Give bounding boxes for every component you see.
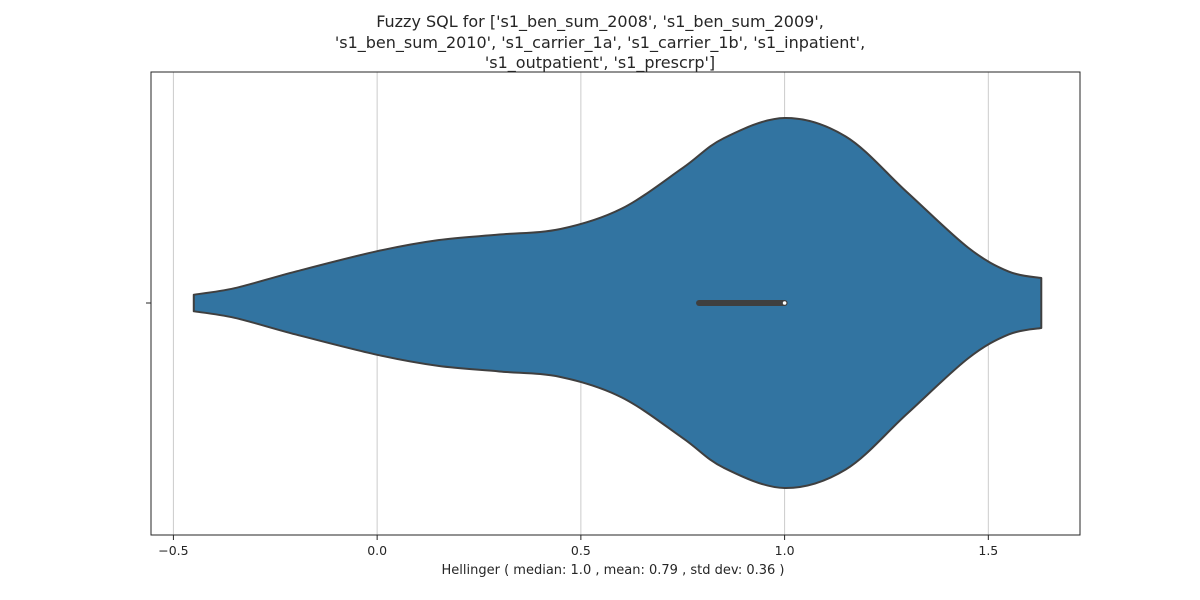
- violin-body: [192, 116, 1043, 490]
- x-tick-label: −0.5: [158, 543, 188, 558]
- x-tick-label: 0.5: [571, 543, 591, 558]
- title-line-1: Fuzzy SQL for ['s1_ben_sum_2008', 's1_be…: [376, 12, 824, 32]
- violin-median-marker: [781, 300, 788, 306]
- x-tick-label: 1.0: [775, 543, 795, 558]
- chart-title: Fuzzy SQL for ['s1_ben_sum_2008', 's1_be…: [335, 12, 865, 73]
- x-axis-ticks: −0.5 0.0 0.5 1.0 1.5: [158, 535, 998, 558]
- x-axis-label: Hellinger ( median: 1.0 , mean: 0.79 , s…: [442, 563, 785, 578]
- x-tick-label: 0.0: [367, 543, 387, 558]
- x-tick-label: 1.5: [978, 543, 998, 558]
- title-line-2: 's1_ben_sum_2010', 's1_carrier_1a', 's1_…: [335, 33, 865, 53]
- title-line-3: 's1_outpatient', 's1_prescrp']: [485, 53, 715, 73]
